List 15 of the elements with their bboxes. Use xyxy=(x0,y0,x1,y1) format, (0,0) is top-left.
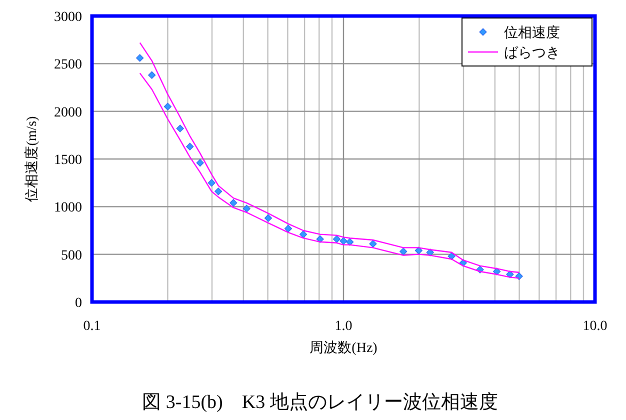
y-tick-label: 1500 xyxy=(54,153,82,168)
y-axis-title: 位相速度(m/s) xyxy=(24,116,40,202)
legend-label: 位相速度 xyxy=(504,25,560,41)
y-tick-label: 2000 xyxy=(54,105,82,120)
x-tick-label: 10.0 xyxy=(582,319,608,334)
x-tick-label: 0.1 xyxy=(83,319,101,334)
y-tick-label: 3000 xyxy=(54,10,82,25)
text: 図 3-15(b) K3 地点のレイリー波位相速度 xyxy=(142,391,498,413)
y-tick-label: 0 xyxy=(75,296,82,311)
x-axis-title: 周波数(Hz) xyxy=(310,340,378,356)
x-tick-label: 1.0 xyxy=(334,319,352,334)
legend-label: ばらつき xyxy=(504,46,560,61)
y-tick-label: 500 xyxy=(61,248,82,264)
y-tick-label: 1000 xyxy=(54,200,82,216)
y-tick-label: 2500 xyxy=(54,58,82,73)
